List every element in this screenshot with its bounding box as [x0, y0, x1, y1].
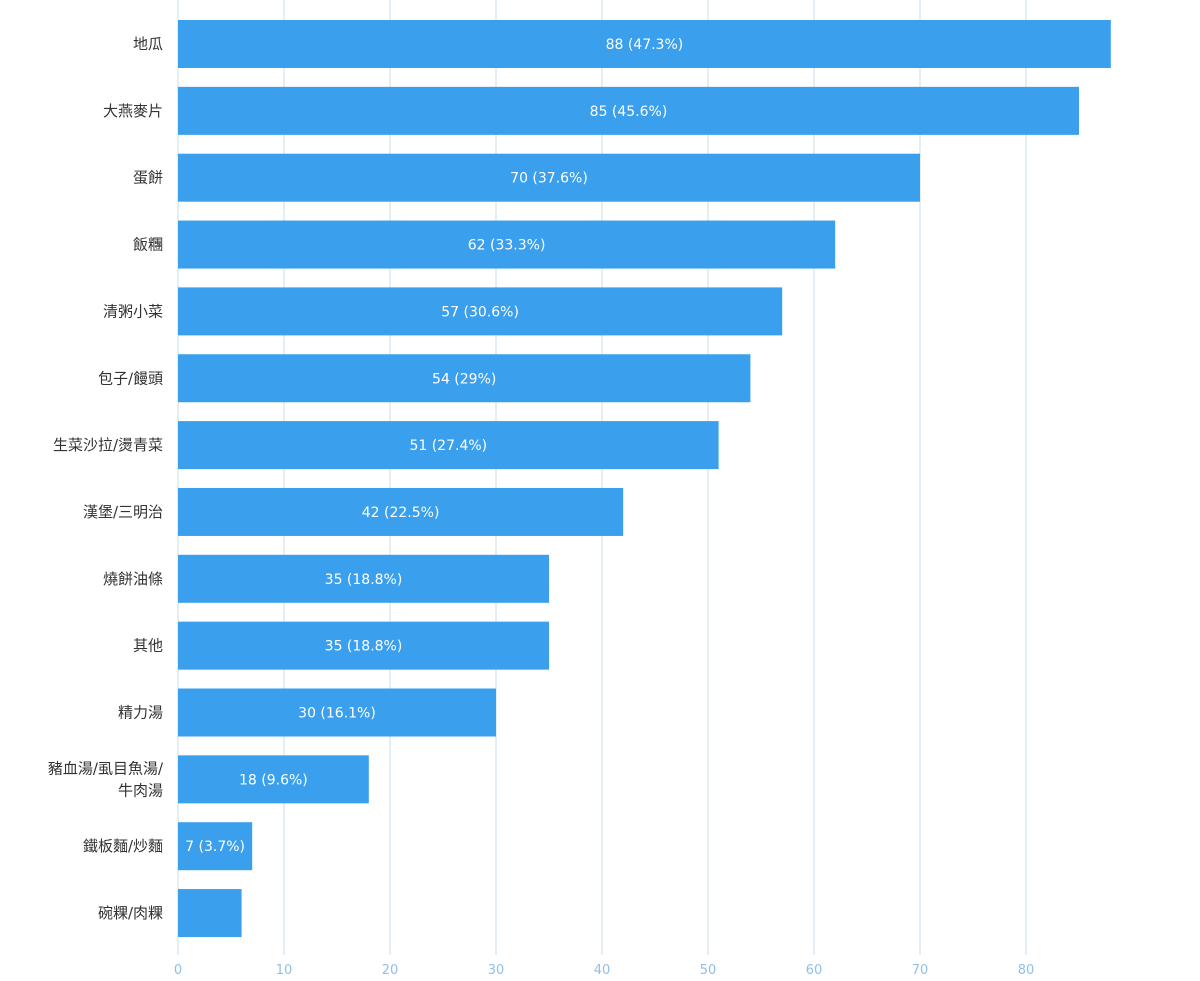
category-label: 地瓜 [133, 35, 163, 53]
x-tick-label: 40 [594, 963, 611, 978]
bar-value-label: 35 (18.8%) [325, 639, 403, 655]
bar [178, 554, 549, 603]
x-tick-label: 10 [276, 963, 293, 978]
bar [178, 354, 751, 403]
bar [178, 421, 719, 470]
bar-value-label: 7 (3.7%) [185, 839, 245, 855]
bar-value-label: 18 (9.6%) [239, 772, 308, 788]
category-label: 豬血湯/虱目魚湯/ [48, 759, 164, 777]
bar-value-label: 30 (16.1%) [298, 706, 376, 722]
bar-value-label: 42 (22.5%) [362, 505, 440, 521]
bar-value-label: 57 (30.6%) [441, 304, 519, 320]
category-label: 牛肉湯 [118, 781, 163, 799]
bar [178, 755, 369, 804]
bar [178, 86, 1079, 135]
bar-value-label: 88 (47.3%) [606, 37, 684, 53]
grid-lines [177, 0, 1027, 955]
category-labels: 地瓜大燕麥片蛋餅飯糰清粥小菜包子/饅頭生菜沙拉/燙青菜漢堡/三明治燒餅油條其他精… [48, 35, 164, 922]
category-label: 其他 [133, 637, 163, 655]
category-label: 燒餅油條 [103, 570, 163, 588]
category-label: 生菜沙拉/燙青菜 [53, 436, 163, 454]
category-label: 漢堡/三明治 [83, 503, 163, 521]
bar [178, 889, 242, 938]
bar-value-label: 35 (18.8%) [325, 572, 403, 588]
category-label: 包子/饅頭 [98, 369, 163, 387]
bar [178, 20, 1111, 68]
x-tick-label: 50 [700, 963, 717, 978]
x-tick-label: 60 [806, 963, 823, 978]
category-label: 鐵板麵/炒麵 [83, 837, 163, 855]
bar [178, 487, 624, 536]
bar-value-label: 85 (45.6%) [590, 104, 668, 120]
bar-value-label: 51 (27.4%) [409, 438, 487, 454]
bar-value-label: 54 (29%) [432, 371, 496, 387]
bar-value-label: 62 (33.3%) [468, 238, 546, 254]
bars: 88 (47.3%) 85 (45.6%) 70 (37.6%) 62 (33.3%)… [178, 20, 1111, 938]
x-tick-label: 0 [174, 963, 182, 978]
x-tick-label: 70 [912, 963, 929, 978]
category-label: 蛋餅 [133, 169, 163, 187]
x-axis-ticks: 0 10 20 30 40 50 60 70 80 [174, 963, 1034, 978]
bar [178, 153, 920, 202]
category-label: 大燕麥片 [103, 102, 163, 120]
bar [178, 220, 836, 269]
x-tick-label: 20 [382, 963, 399, 978]
bar [178, 688, 496, 737]
bar [178, 621, 549, 670]
bar [178, 287, 783, 336]
x-tick-label: 30 [488, 963, 505, 978]
category-label: 飯糰 [133, 236, 163, 254]
category-label: 精力湯 [118, 704, 163, 722]
x-tick-label: 80 [1018, 963, 1035, 978]
bar [178, 822, 253, 871]
category-label: 碗粿/肉粿 [98, 904, 163, 922]
bar-value-label: 70 (37.6%) [510, 171, 588, 187]
category-label: 清粥小菜 [103, 302, 163, 320]
